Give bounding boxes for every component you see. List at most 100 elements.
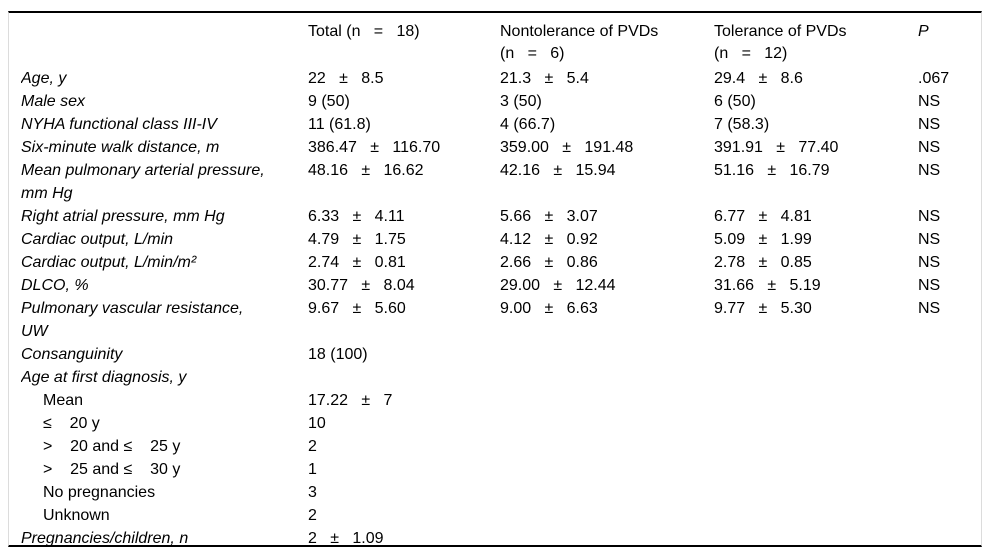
cell-nontolerance: 359.00 ± 191.48 (500, 139, 634, 156)
cell-tolerance (714, 412, 918, 435)
cell-tolerance (714, 458, 918, 481)
cell-nontolerance (500, 412, 714, 435)
cell-p (918, 481, 981, 504)
table-row: Right atrial pressure, mm Hg 6.33 ± 4.11… (21, 205, 981, 228)
cell-total: 4.79 ± 1.75 (308, 231, 406, 248)
table-frame: Total (n = 18) Nontolerance of PVDs (n =… (8, 11, 982, 547)
cell-nontolerance: 3 (50) (500, 93, 542, 110)
header-row: Total (n = 18) Nontolerance of PVDs (n =… (21, 21, 981, 65)
cell-nontolerance: 4 (66.7) (500, 116, 556, 133)
cell-nontolerance: 2.66 ± 0.86 (500, 254, 598, 271)
table-row: Mean pulmonary arterial pressure, mm Hg … (21, 159, 981, 205)
cell-tolerance: 9.77 ± 5.30 (714, 300, 812, 317)
cell-p (918, 527, 981, 545)
header-cell-total: Total (n = 18) (308, 23, 420, 40)
table-row: Cardiac output, L/min 4.79 ± 1.75 4.12 ±… (21, 228, 981, 251)
row-label: No pregnancies (43, 484, 156, 501)
row-label: Age at first diagnosis, y (21, 369, 187, 386)
row-label: Pulmonary vascular resistance, UW (21, 300, 244, 340)
cell-total: 17.22 ± 7 (308, 392, 393, 409)
cell-nontolerance (500, 343, 714, 366)
cell-nontolerance (500, 527, 714, 545)
cell-p (918, 412, 981, 435)
cell-tolerance: 7 (58.3) (714, 116, 770, 133)
patient-characteristics-table: Total (n = 18) Nontolerance of PVDs (n =… (9, 13, 981, 547)
cell-tolerance: 2.78 ± 0.85 (714, 254, 812, 271)
row-label: Cardiac output, L/min/m² (21, 254, 197, 271)
cell-nontolerance (500, 435, 714, 458)
cell-nontolerance (500, 481, 714, 504)
table-body: Age, y 22 ± 8.5 21.3 ± 5.4 29.4 ± 8.6 .0… (21, 67, 981, 547)
row-label: Cardiac output, L/min (21, 231, 174, 248)
table-row: > 25 and ≤ 30 y 1 (21, 458, 981, 481)
cell-tolerance (714, 389, 918, 412)
cell-tolerance (714, 481, 918, 504)
cell-nontolerance: 9.00 ± 6.63 (500, 300, 598, 317)
table-header: Total (n = 18) Nontolerance of PVDs (n =… (21, 21, 981, 65)
cell-total: 2 ± 1.09 (308, 530, 384, 547)
table-row: > 20 and ≤ 25 y 2 (21, 435, 981, 458)
cell-nontolerance (500, 504, 714, 527)
cell-total: 6.33 ± 4.11 (308, 208, 405, 225)
cell-total: 18 (100) (308, 346, 368, 363)
table-row: Age at first diagnosis, y (21, 366, 981, 389)
cell-nontolerance (500, 389, 714, 412)
row-label: NYHA functional class III-IV (21, 116, 217, 133)
cell-total: 386.47 ± 116.70 (308, 139, 441, 156)
cell-nontolerance: 21.3 ± 5.4 (500, 70, 589, 87)
cell-tolerance (714, 527, 918, 545)
cell-p: NS (918, 254, 941, 271)
table-row: Unknown 2 (21, 504, 981, 527)
cell-p (918, 504, 981, 527)
table-row: Age, y 22 ± 8.5 21.3 ± 5.4 29.4 ± 8.6 .0… (21, 67, 981, 90)
table-row: Six-minute walk distance, m 386.47 ± 116… (21, 136, 981, 159)
cell-tolerance: 31.66 ± 5.19 (714, 277, 821, 294)
table-row: Pregnancies/children, n 2 ± 1.09 (21, 527, 981, 547)
cell-total: 30.77 ± 8.04 (308, 277, 415, 294)
cell-total: 9.67 ± 5.60 (308, 300, 406, 317)
cell-total: 48.16 ± 16.62 (308, 162, 424, 179)
table-row: ≤ 20 y 10 (21, 412, 981, 435)
cell-tolerance (714, 504, 918, 527)
table-row: Male sex 9 (50) 3 (50) 6 (50) NS (21, 90, 981, 113)
cell-nontolerance: 4.12 ± 0.92 (500, 231, 598, 248)
row-label: Mean pulmonary arterial pressure, mm Hg (21, 162, 265, 202)
cell-nontolerance: 29.00 ± 12.44 (500, 277, 616, 294)
cell-total: 2 (308, 507, 317, 524)
cell-p: .067 (918, 70, 950, 87)
table-row: Mean 17.22 ± 7 (21, 389, 981, 412)
table-row: DLCO, % 30.77 ± 8.04 29.00 ± 12.44 31.66… (21, 274, 981, 297)
cell-tolerance (714, 435, 918, 458)
cell-tolerance: 29.4 ± 8.6 (714, 70, 803, 87)
cell-total: 1 (308, 461, 317, 478)
row-label: Right atrial pressure, mm Hg (21, 208, 225, 225)
table-row: Consanguinity 18 (100) (21, 343, 981, 366)
header-cell-tolerance: Tolerance of PVDs (n = 12) (714, 23, 847, 62)
cell-p (918, 458, 981, 481)
cell-p (918, 389, 981, 412)
cell-p: NS (918, 231, 941, 248)
cell-p (918, 435, 981, 458)
cell-p: NS (918, 277, 941, 294)
cell-tolerance (714, 343, 918, 366)
cell-tolerance: 6 (50) (714, 93, 756, 110)
header-cell-nontolerance: Nontolerance of PVDs (n = 6) (500, 23, 659, 62)
cell-tolerance: 51.16 ± 16.79 (714, 162, 830, 179)
row-label: Pregnancies/children, n (21, 530, 189, 547)
row-label: DLCO, % (21, 277, 89, 294)
cell-p: NS (918, 300, 941, 317)
cell-total: 22 ± 8.5 (308, 70, 384, 87)
cell-total: 10 (308, 415, 326, 432)
row-label: Age, y (21, 70, 67, 87)
row-label: > 20 and ≤ 25 y (43, 438, 181, 455)
cell-total (308, 366, 500, 389)
cell-p: NS (918, 208, 941, 225)
cell-nontolerance: 5.66 ± 3.07 (500, 208, 598, 225)
cell-p: NS (918, 162, 941, 179)
cell-tolerance: 5.09 ± 1.99 (714, 231, 812, 248)
cell-total: 2.74 ± 0.81 (308, 254, 406, 271)
table-row: Cardiac output, L/min/m² 2.74 ± 0.81 2.6… (21, 251, 981, 274)
cell-p: NS (918, 139, 941, 156)
row-label: Six-minute walk distance, m (21, 139, 220, 156)
cell-tolerance (714, 366, 918, 389)
